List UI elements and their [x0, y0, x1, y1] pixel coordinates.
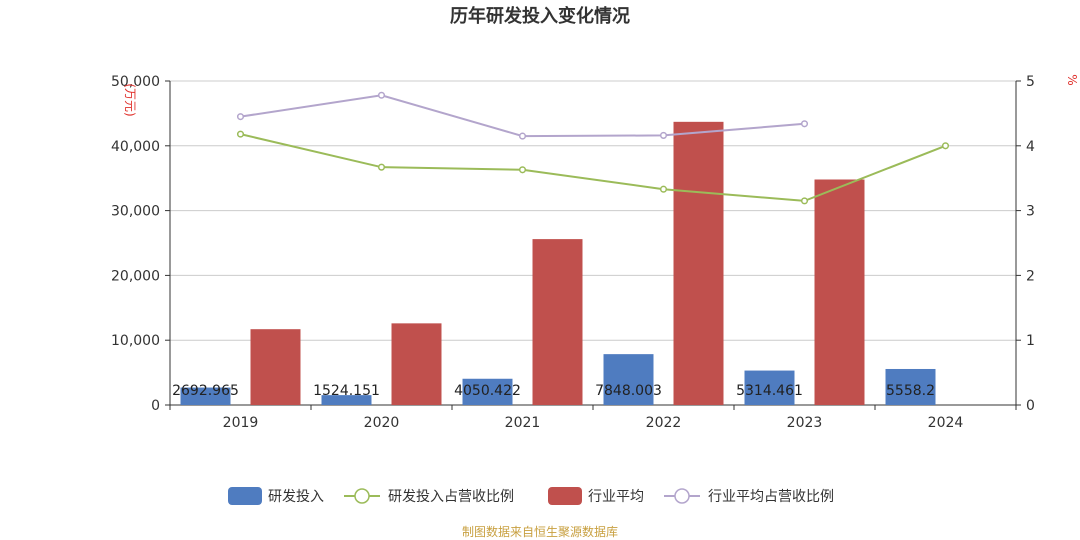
bar-data-label: 4050.422 — [454, 383, 521, 399]
legend-swatch-bar — [228, 487, 262, 505]
legend: 研发投入 研发投入占营收比例 行业平均 行业平均占营收比例 — [228, 487, 834, 505]
series-point-3 — [377, 91, 386, 99]
bar-rd-investment — [885, 368, 936, 405]
y-left-tick-label: 40,000 — [111, 139, 160, 155]
series-point-1 — [377, 163, 386, 171]
y-right-tick-label: 0 — [1026, 398, 1035, 414]
bar-rd-investment — [180, 387, 231, 405]
x-tick-label: 2019 — [223, 415, 259, 431]
legend-swatch-bar — [548, 487, 582, 505]
x-tick-label: 2020 — [364, 415, 400, 431]
bar-rd-investment — [744, 370, 795, 405]
data-labels: 2692.965 1524.151 4050.422 7848.003 5314.461… — [172, 383, 935, 399]
bar-data-label: 5314.461 — [736, 383, 803, 399]
y-left-tick-label: 30,000 — [111, 204, 160, 220]
x-tick-label: 2022 — [646, 415, 682, 431]
bar-rd-investment — [462, 378, 513, 405]
chart-title: 历年研发投入变化情况 — [450, 5, 630, 27]
bar-data-label: 2692.965 — [172, 383, 239, 399]
y-right-tick-label: 4 — [1026, 139, 1035, 155]
bar-rd-investment — [321, 395, 372, 405]
legend-label: 行业平均 — [588, 489, 644, 505]
series-point-3 — [800, 120, 809, 128]
series-point-3 — [518, 132, 527, 140]
legend-swatch-marker — [674, 488, 690, 504]
series-point-1 — [236, 130, 245, 138]
series-line-1 — [240, 133, 946, 202]
bar-industry-average — [814, 179, 865, 405]
bar-industry-average — [673, 121, 724, 405]
lines — [236, 91, 950, 205]
series-point-3 — [659, 131, 668, 139]
y-right-tick-label: 5 — [1026, 74, 1035, 90]
y-right-tick-label: 2 — [1026, 268, 1035, 284]
legend-label: 行业平均占营收比例 — [708, 489, 834, 505]
series-point-1 — [659, 185, 668, 193]
x-tick-label: 2021 — [505, 415, 541, 431]
y-left-tick-label: 50,000 — [111, 74, 160, 90]
y-left-tick-label: 0 — [151, 398, 160, 414]
y-right-tick-label: 3 — [1026, 204, 1035, 220]
series-point-1 — [941, 142, 950, 150]
grid-lines — [170, 80, 1016, 341]
x-tick-label: 2024 — [928, 415, 964, 431]
bar-industry-average — [391, 323, 442, 405]
series-point-3 — [236, 113, 245, 121]
axes: 0 10,000 20,000 30,000 40,000 50,000 0 1 2 3 4 5 201… — [111, 74, 1035, 431]
bars — [180, 121, 936, 405]
bar-data-label: 1524.151 — [313, 383, 380, 399]
y-right-unit: % — [1065, 74, 1079, 85]
y-left-unit: (万元) — [123, 83, 137, 116]
bar-data-label: 7848.003 — [595, 383, 662, 399]
bar-industry-average — [250, 329, 301, 405]
legend-label: 研发投入 — [268, 489, 324, 505]
y-right-tick-label: 1 — [1026, 333, 1035, 349]
y-left-tick-label: 20,000 — [111, 268, 160, 284]
bar-rd-investment — [603, 354, 654, 405]
x-tick-label: 2023 — [787, 415, 823, 431]
legend-label: 研发投入占营收比例 — [388, 489, 514, 505]
bar-data-label: 5558.2 — [886, 383, 935, 399]
y-left-tick-label: 10,000 — [111, 333, 160, 349]
source-note: 制图数据来自恒生聚源数据库 — [462, 524, 618, 539]
series-point-1 — [800, 197, 809, 205]
bar-industry-average — [532, 239, 583, 405]
legend-swatch-marker — [354, 488, 370, 504]
series-line-3 — [240, 94, 805, 138]
series-point-1 — [518, 166, 527, 174]
